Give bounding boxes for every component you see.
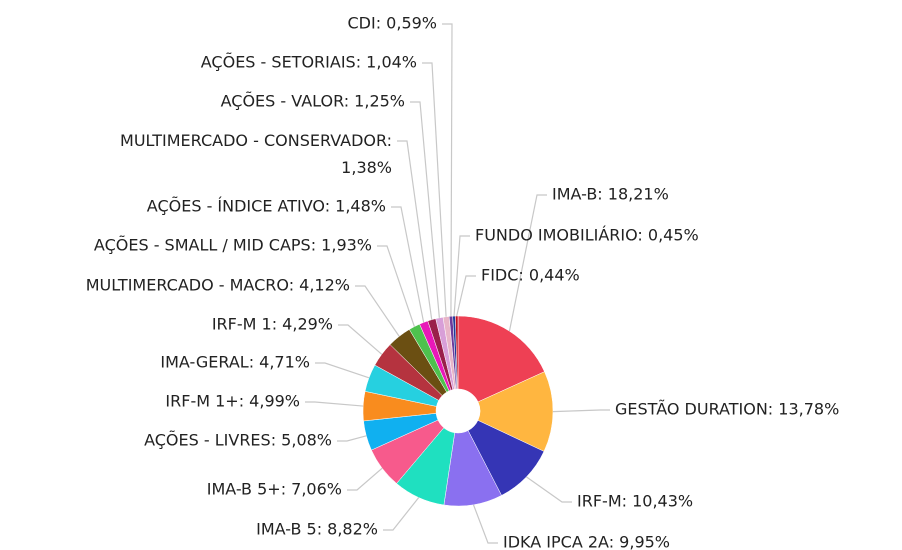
- data-label: IMA-B 5: 8,82%: [256, 520, 378, 539]
- data-label: AÇÕES - SMALL / MID CAPS: 1,93%: [94, 236, 372, 255]
- data-label: IMA-B 5+: 7,06%: [207, 480, 342, 499]
- data-label: IRF-M 1+: 4,99%: [165, 392, 300, 411]
- leader-line: [552, 409, 610, 413]
- leader-line: [391, 206, 425, 323]
- leader-line: [383, 497, 420, 531]
- data-label: AÇÕES - VALOR: 1,25%: [221, 92, 405, 111]
- data-label: GESTÃO DURATION: 13,78%: [615, 400, 839, 419]
- data-label: IMA-B: 18,21%: [552, 185, 669, 204]
- leader-line: [337, 435, 367, 442]
- leader-line: [508, 194, 547, 332]
- data-label: MULTIMERCADO - CONSERVADOR: 1,38%: [120, 131, 392, 177]
- label-line: MULTIMERCADO - CONSERVADOR:: [120, 131, 392, 150]
- pie-slice: [477, 371, 554, 452]
- data-label: IRF-M 1: 4,29%: [212, 315, 333, 334]
- data-label: IMA-GERAL: 4,71%: [160, 353, 310, 372]
- label-line: 1,38%: [341, 158, 392, 177]
- leader-line: [442, 23, 453, 317]
- leader-line: [472, 504, 498, 544]
- leader-line: [397, 140, 433, 320]
- data-label: AÇÕES - ÍNDICE ATIVO: 1,48%: [147, 197, 386, 216]
- leader-line: [456, 275, 476, 317]
- leader-line: [422, 62, 447, 317]
- leader-line: [305, 401, 364, 407]
- pie-slice: [455, 315, 459, 390]
- leader-line: [338, 324, 383, 355]
- leader-line: [347, 467, 383, 491]
- data-label: CDI: 0,59%: [347, 14, 437, 33]
- data-label: IDKA IPCA 2A: 9,95%: [503, 533, 670, 550]
- data-label: AÇÕES - LIVRES: 5,08%: [144, 431, 332, 450]
- leader-line: [526, 476, 572, 503]
- leader-line: [355, 285, 400, 337]
- leader-line: [377, 245, 415, 327]
- data-label: IRF-M: 10,43%: [577, 492, 693, 511]
- pie-slice: [457, 315, 545, 403]
- leader-line: [315, 362, 370, 379]
- data-label: FUNDO IMOBILIÁRIO: 0,45%: [475, 226, 699, 245]
- data-label: FIDC: 0,44%: [481, 266, 580, 285]
- leader-line: [410, 101, 440, 318]
- leader-line: [453, 235, 470, 317]
- data-label: MULTIMERCADO - MACRO: 4,12%: [86, 276, 350, 295]
- data-label: AÇÕES - SETORIAIS: 1,04%: [201, 53, 417, 72]
